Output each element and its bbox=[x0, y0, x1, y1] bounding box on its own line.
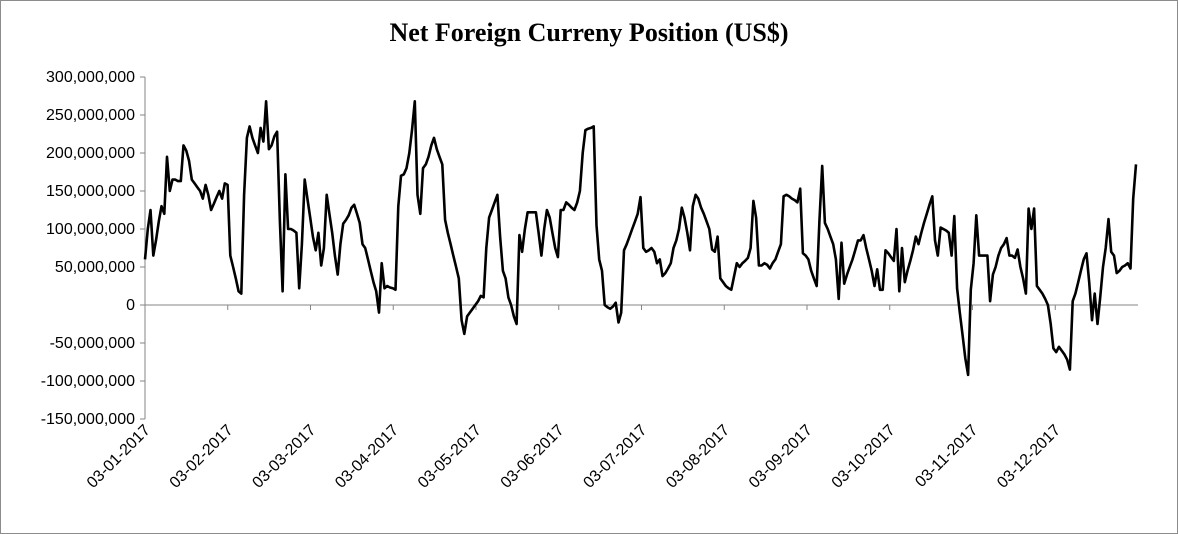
y-tick-label: -150,000,000 bbox=[41, 411, 135, 428]
x-tick-label: 03-11-2017 bbox=[912, 422, 981, 491]
x-tick-label: 03-08-2017 bbox=[663, 422, 733, 492]
y-tick-label: -100,000,000 bbox=[41, 373, 135, 390]
x-tick-label: 03-02-2017 bbox=[167, 422, 237, 492]
y-tick-label: 0 bbox=[126, 297, 135, 314]
x-tick-label: 03-10-2017 bbox=[829, 422, 899, 492]
y-tick-label: -50,000,000 bbox=[50, 335, 136, 352]
y-tick-label: 50,000,000 bbox=[55, 259, 135, 276]
y-tick-label: 150,000,000 bbox=[46, 183, 135, 200]
series-line bbox=[143, 100, 1138, 377]
x-tick-label: 03-01-2017 bbox=[84, 422, 154, 492]
x-tick-label: 03-09-2017 bbox=[746, 422, 816, 492]
x-tick-label: 03-04-2017 bbox=[332, 422, 402, 492]
y-axis: 300,000,000 250,000,000 200,000,000 150,000… bbox=[41, 69, 146, 428]
y-tick-label: 250,000,000 bbox=[46, 107, 135, 124]
y-tick-label: 300,000,000 bbox=[46, 69, 135, 86]
x-tick-label: 03-06-2017 bbox=[498, 422, 568, 492]
x-tick-label: 03-07-2017 bbox=[580, 422, 650, 492]
y-tick-label: 100,000,000 bbox=[46, 221, 135, 238]
x-tick-label: 03-05-2017 bbox=[415, 422, 485, 492]
x-tick-label: 03-03-2017 bbox=[249, 422, 319, 492]
x-tick-label: 03-12-2017 bbox=[994, 422, 1064, 492]
plot-area bbox=[143, 100, 1138, 377]
x-axis: 03-01-2017 03-02-2017 03-03-2017 03-04-2017… bbox=[84, 304, 1138, 492]
y-tick-label: 200,000,000 bbox=[46, 145, 135, 162]
chart-title: Net Foreign Curreny Position (US$) bbox=[389, 18, 789, 47]
